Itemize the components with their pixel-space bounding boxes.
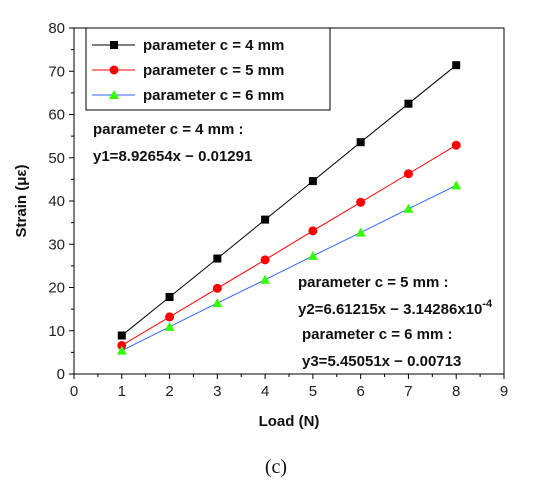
data-point: [212, 298, 223, 308]
y-tick-label: 10: [48, 323, 65, 340]
equation-annotation-c4: parameter c = 4 mm : y1=8.92654x − 0.012…: [93, 121, 252, 165]
legend-label-c4: parameter c = 4 mm: [143, 37, 284, 54]
series-layer: [116, 61, 462, 355]
data-point: [308, 226, 318, 236]
x-tick-label: 5: [309, 383, 317, 400]
x-tick-label: 8: [452, 383, 460, 400]
data-point: [451, 140, 461, 150]
series-line: [121, 184, 457, 352]
equation-c6-title: parameter c = 6 mm :: [302, 326, 453, 343]
y-tick-label: 30: [48, 236, 65, 253]
data-point: [261, 215, 270, 224]
x-tick-label: 9: [500, 383, 508, 400]
data-point: [307, 250, 318, 260]
y-axis-title: Strain (με): [13, 165, 30, 238]
data-point: [451, 180, 462, 190]
figure-caption: (c): [265, 456, 287, 478]
x-tick-label: 6: [356, 383, 364, 400]
legend-marker-c5: [109, 65, 119, 75]
equation-annotation-c5: parameter c = 5 mm : y2=6.61215x − 3.142…: [298, 274, 493, 318]
equation-c5-formula-base: y2=6.61215x − 3.14286x10: [298, 301, 482, 318]
series-line: [121, 144, 457, 346]
legend-box: [85, 27, 331, 111]
y-tick-label: 80: [48, 20, 65, 37]
data-point: [356, 197, 366, 207]
x-tick-label: 3: [213, 383, 221, 400]
legend-label-c6: parameter c = 6 mm: [143, 87, 284, 104]
equation-annotation-c6: parameter c = 6 mm : y3=5.45051x − 0.007…: [302, 326, 461, 370]
equation-c6-formula: y3=5.45051x − 0.00713: [302, 353, 461, 370]
legend-marker-c4: [110, 41, 118, 49]
data-point: [165, 293, 174, 302]
legend-item-c4: parameter c = 4 mm: [92, 37, 284, 54]
legend-label-c5: parameter c = 5 mm: [143, 62, 284, 79]
data-point: [116, 345, 127, 355]
data-point: [403, 203, 414, 213]
x-tick-label: 4: [261, 383, 269, 400]
data-point: [404, 99, 413, 108]
series-line: [121, 64, 457, 336]
y-axis: 0 10 20 30 40 50 60 70 80: [48, 20, 74, 383]
y-tick-label: 0: [57, 366, 65, 383]
data-point: [117, 331, 126, 340]
y-tick-label: 50: [48, 150, 65, 167]
data-point: [308, 177, 317, 186]
data-point: [165, 312, 175, 322]
equation-c4-formula: y1=8.92654x − 0.01291: [93, 148, 252, 165]
equation-c5-formula: y2=6.61215x − 3.14286x10-4: [298, 298, 493, 318]
x-tick-label: 0: [70, 383, 78, 400]
data-point: [355, 227, 366, 237]
x-axis-title: Load (N): [259, 413, 320, 430]
equation-c4-title: parameter c = 4 mm :: [93, 121, 244, 138]
data-point: [164, 321, 175, 331]
data-point: [260, 255, 270, 265]
series-1: [117, 61, 461, 340]
equation-c5-title: parameter c = 5 mm :: [298, 274, 449, 291]
x-tick-label: 2: [165, 383, 173, 400]
data-point: [260, 274, 271, 284]
legend-marker-c6: [109, 90, 119, 99]
x-tick-label: 1: [118, 383, 126, 400]
data-point: [213, 254, 222, 263]
x-tick-label: 7: [404, 383, 412, 400]
data-point: [117, 340, 127, 350]
x-axis: 0 1 2 3 4 5 6 7 8 9: [70, 374, 508, 400]
y-tick-label: 20: [48, 280, 65, 297]
y-tick-label: 40: [48, 193, 65, 210]
equation-c5-formula-exponent: -4: [482, 298, 493, 310]
series-3: [116, 180, 462, 355]
legend-item-c6: parameter c = 6 mm: [92, 87, 284, 104]
y-tick-label: 60: [48, 107, 65, 124]
series-2: [117, 140, 461, 350]
legend-item-c5: parameter c = 5 mm: [92, 62, 284, 79]
data-point: [403, 169, 413, 179]
legend: parameter c = 4 mm parameter c = 5 mm pa…: [85, 27, 331, 111]
data-point: [212, 283, 222, 293]
data-point: [452, 61, 461, 70]
y-tick-label: 70: [48, 63, 65, 80]
data-point: [356, 138, 365, 147]
